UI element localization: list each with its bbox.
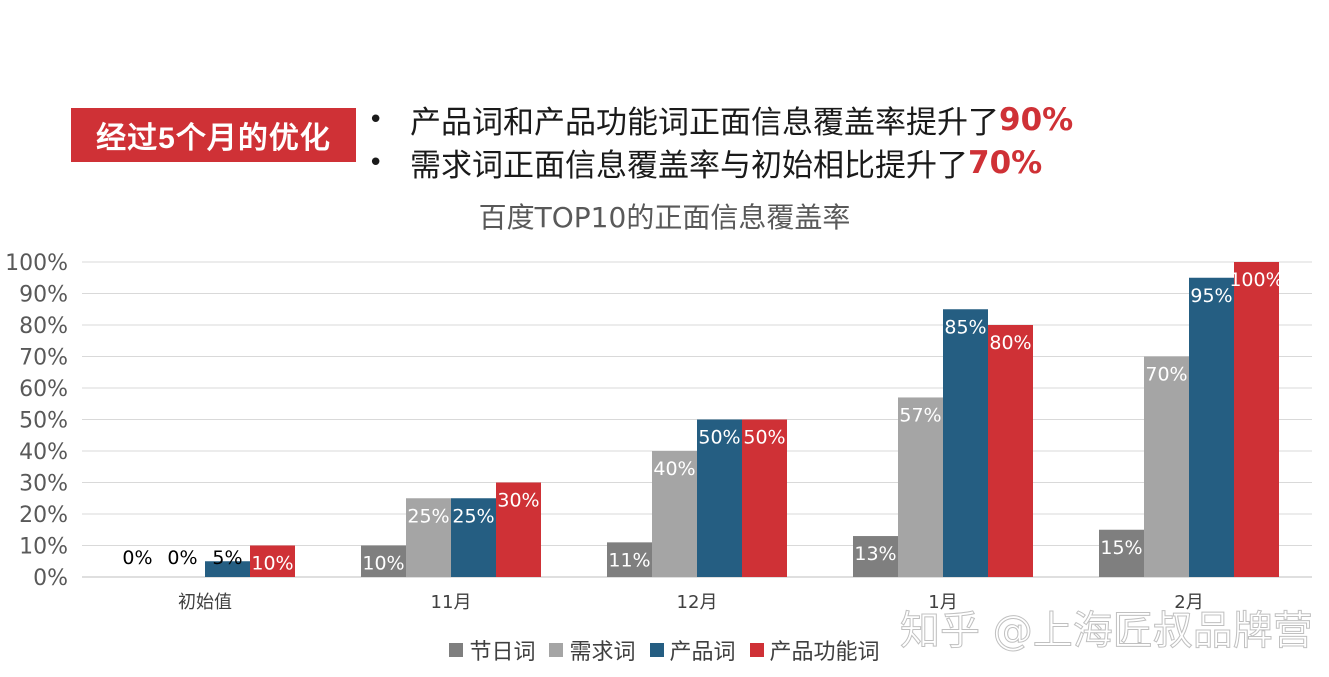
bullet-item: • 产品词和产品功能词正面信息覆盖率提升了 90% — [368, 98, 1074, 142]
bar-需求词 — [652, 451, 697, 577]
bar-产品词 — [943, 309, 988, 577]
data-label: 13% — [854, 543, 896, 565]
bar-节日词 — [361, 545, 406, 577]
data-label: 30% — [497, 490, 539, 512]
legend-label: 产品词 — [669, 640, 736, 665]
data-label: 50% — [743, 427, 785, 449]
bar-产品功能词 — [496, 482, 541, 577]
legend-swatch — [549, 643, 564, 657]
data-label: 95% — [1190, 285, 1232, 307]
bar-产品词 — [205, 561, 250, 577]
bar-产品功能词 — [742, 419, 787, 577]
data-label: 10% — [251, 553, 293, 575]
data-label: 25% — [407, 505, 449, 527]
data-label: 85% — [944, 316, 986, 338]
x-tick-label: 1月 — [928, 592, 957, 613]
bullet-item: • 需求词正面信息覆盖率与初始相比提升了 70% — [368, 141, 1073, 185]
y-tick-label: 90% — [19, 283, 68, 308]
chart-legend: 节日词 需求词 产品词 产品功能词 — [0, 634, 1329, 666]
data-label: 50% — [698, 427, 740, 449]
bar-产品功能词 — [988, 325, 1033, 577]
bar-需求词 — [406, 498, 451, 577]
legend-item: 产品功能词 — [749, 634, 880, 666]
legend-item: 节日词 — [449, 634, 535, 666]
bar-产品词 — [1189, 277, 1234, 577]
bullet-highlight: 90% — [999, 101, 1074, 138]
y-tick-label: 0% — [33, 566, 68, 591]
data-label: 15% — [1100, 537, 1142, 559]
bullet-list: • 产品词和产品功能词正面信息覆盖率提升了 90% • 需求词正面信息覆盖率与初… — [368, 98, 1074, 185]
data-label: 40% — [653, 458, 695, 480]
bar-节日词 — [607, 542, 652, 577]
bar-节日词 — [853, 536, 898, 577]
x-tick-label: 11月 — [431, 592, 472, 613]
data-label: 70% — [1145, 364, 1187, 386]
legend-swatch — [649, 643, 664, 657]
bar-需求词 — [1144, 356, 1189, 577]
data-label: 57% — [899, 404, 941, 426]
headline-tag: 经过5个月的优化 — [71, 108, 356, 162]
bullet-text: 产品词和产品功能词正面信息覆盖率提升了 — [410, 105, 999, 141]
legend-item: 需求词 — [549, 634, 636, 666]
y-tick-label: 40% — [19, 440, 68, 465]
bullet-text: 需求词正面信息覆盖率与初始相比提升了 — [410, 148, 968, 184]
data-label: 5% — [212, 547, 242, 569]
legend-swatch — [749, 643, 764, 657]
bullet-highlight: 70% — [968, 144, 1043, 181]
y-tick-label: 70% — [19, 346, 68, 371]
bullet-symbol: • — [368, 147, 384, 178]
bar-节日词 — [1099, 529, 1144, 577]
bar-产品词 — [451, 498, 496, 577]
bar-产品功能词 — [1234, 262, 1279, 577]
legend-label: 需求词 — [569, 640, 636, 665]
data-label: 100% — [1229, 269, 1283, 291]
x-tick-label: 初始值 — [178, 592, 232, 613]
watermark: 知乎 @上海匠叔品牌营 — [900, 608, 1314, 655]
y-tick-label: 10% — [19, 535, 68, 560]
y-tick-label: 50% — [19, 409, 68, 434]
legend-label: 节日词 — [469, 640, 536, 665]
legend-label: 产品功能词 — [769, 640, 880, 665]
y-tick-label: 60% — [19, 377, 68, 402]
data-label: 80% — [989, 332, 1031, 354]
chart-title: 百度TOP10的正面信息覆盖率 — [478, 201, 851, 234]
data-label: 11% — [608, 549, 650, 571]
y-tick-label: 100% — [5, 251, 68, 276]
x-tick-label: 2月 — [1174, 592, 1203, 613]
data-label: 0% — [122, 547, 152, 569]
y-tick-label: 20% — [19, 503, 68, 528]
legend-item: 产品词 — [649, 634, 736, 666]
bar-产品词 — [697, 419, 742, 577]
y-tick-label: 80% — [19, 314, 68, 339]
x-tick-label: 12月 — [677, 592, 718, 613]
data-label: 0% — [167, 547, 197, 569]
data-label: 10% — [362, 553, 404, 575]
y-tick-label: 30% — [19, 472, 68, 497]
legend-swatch — [449, 643, 464, 657]
bar-产品功能词 — [250, 545, 295, 577]
bullet-symbol: • — [368, 104, 384, 135]
bar-需求词 — [898, 397, 943, 577]
data-label: 25% — [452, 505, 494, 527]
